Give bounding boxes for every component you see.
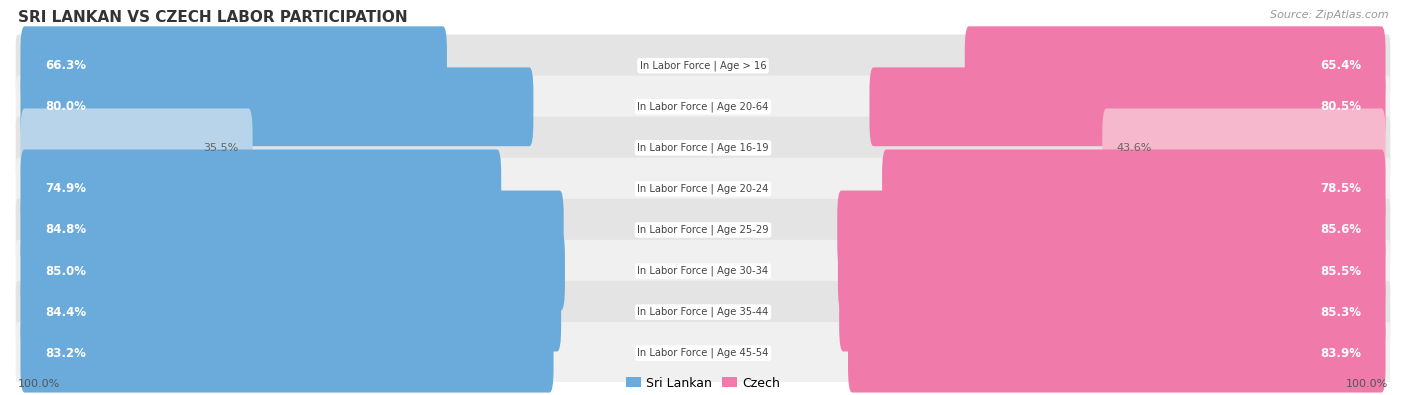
FancyBboxPatch shape [15,199,1391,261]
Text: 43.6%: 43.6% [1116,143,1152,153]
FancyBboxPatch shape [21,26,447,105]
Text: SRI LANKAN VS CZECH LABOR PARTICIPATION: SRI LANKAN VS CZECH LABOR PARTICIPATION [18,10,408,25]
FancyBboxPatch shape [869,68,1385,146]
Text: 85.3%: 85.3% [1320,306,1361,319]
FancyBboxPatch shape [882,149,1385,228]
Text: In Labor Force | Age 16-19: In Labor Force | Age 16-19 [637,143,769,153]
Text: 74.9%: 74.9% [45,182,86,196]
FancyBboxPatch shape [21,231,565,310]
Text: In Labor Force | Age 25-29: In Labor Force | Age 25-29 [637,225,769,235]
FancyBboxPatch shape [848,314,1385,393]
FancyBboxPatch shape [15,75,1391,138]
Text: 85.6%: 85.6% [1320,224,1361,237]
Text: 84.4%: 84.4% [45,306,86,319]
FancyBboxPatch shape [1102,109,1385,187]
FancyBboxPatch shape [21,273,561,352]
Text: 83.9%: 83.9% [1320,347,1361,359]
Text: 65.4%: 65.4% [1320,59,1361,72]
Text: In Labor Force | Age 35-44: In Labor Force | Age 35-44 [637,307,769,317]
Text: 85.5%: 85.5% [1320,265,1361,278]
Text: 83.2%: 83.2% [45,347,86,359]
FancyBboxPatch shape [15,322,1391,384]
Text: In Labor Force | Age 45-54: In Labor Force | Age 45-54 [637,348,769,358]
FancyBboxPatch shape [15,240,1391,302]
Text: In Labor Force | Age > 16: In Labor Force | Age > 16 [640,60,766,71]
FancyBboxPatch shape [21,109,253,187]
Text: In Labor Force | Age 20-24: In Labor Force | Age 20-24 [637,184,769,194]
Text: 35.5%: 35.5% [202,143,239,153]
FancyBboxPatch shape [15,117,1391,179]
FancyBboxPatch shape [15,281,1391,343]
FancyBboxPatch shape [838,231,1385,310]
Legend: Sri Lankan, Czech: Sri Lankan, Czech [621,372,785,395]
FancyBboxPatch shape [838,190,1385,269]
Text: 78.5%: 78.5% [1320,182,1361,196]
Text: In Labor Force | Age 20-64: In Labor Force | Age 20-64 [637,102,769,112]
Text: 66.3%: 66.3% [45,59,86,72]
Text: 84.8%: 84.8% [45,224,86,237]
FancyBboxPatch shape [965,26,1385,105]
FancyBboxPatch shape [15,34,1391,97]
Text: In Labor Force | Age 30-34: In Labor Force | Age 30-34 [637,266,769,276]
FancyBboxPatch shape [21,314,554,393]
FancyBboxPatch shape [21,68,533,146]
Text: Source: ZipAtlas.com: Source: ZipAtlas.com [1270,10,1388,20]
FancyBboxPatch shape [21,149,501,228]
Text: 85.0%: 85.0% [45,265,86,278]
Text: 100.0%: 100.0% [18,378,60,389]
FancyBboxPatch shape [15,158,1391,220]
Text: 80.5%: 80.5% [1320,100,1361,113]
Text: 80.0%: 80.0% [45,100,86,113]
FancyBboxPatch shape [21,190,564,269]
FancyBboxPatch shape [839,273,1385,352]
Text: 100.0%: 100.0% [1346,378,1388,389]
